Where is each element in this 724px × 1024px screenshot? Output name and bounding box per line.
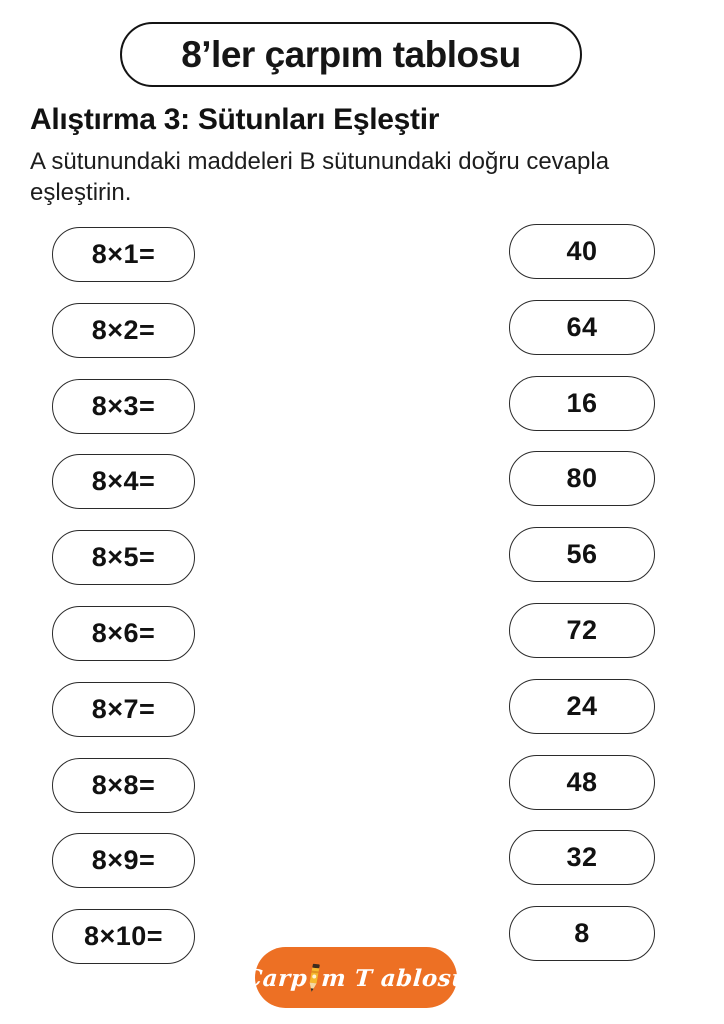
worksheet-title: 8’ler çarpım tablosu: [181, 33, 521, 75]
answer-pill-3[interactable]: 16: [509, 375, 655, 431]
question-pill-6[interactable]: 8×6=: [52, 605, 195, 661]
question-pill-2[interactable]: 8×2=: [52, 302, 195, 358]
question-pill-8[interactable]: 8×8=: [52, 757, 195, 813]
answer-pill-9[interactable]: 32: [509, 830, 655, 886]
answer-pill-10[interactable]: 8: [509, 906, 655, 962]
exercise-instructions: A sütunundaki maddeleri B sütunundaki do…: [30, 148, 610, 206]
brand-logo: Çarp m T ablosu: [243, 947, 469, 1008]
answer-pill-8[interactable]: 48: [509, 754, 655, 810]
question-pill-5[interactable]: 8×5=: [52, 530, 195, 586]
logo-text-suffix: m T ablosu: [320, 964, 470, 992]
logo-text-prefix: Çarp: [242, 964, 309, 992]
answer-pill-1[interactable]: 40: [509, 224, 655, 279]
question-pill-3[interactable]: 8×3=: [52, 378, 195, 434]
answer-pill-5[interactable]: 56: [509, 527, 655, 583]
worksheet-title-pill: 8’ler çarpım tablosu: [120, 22, 582, 87]
exercise-heading: Alıştırma 3: Sütunları Eşleştir: [30, 103, 440, 136]
question-pill-7[interactable]: 8×7=: [52, 681, 195, 737]
question-pill-1[interactable]: 8×1=: [52, 227, 195, 282]
question-pill-9[interactable]: 8×9=: [52, 833, 195, 889]
answer-pill-2[interactable]: 64: [509, 299, 655, 355]
question-pill-4[interactable]: 8×4=: [52, 454, 195, 510]
column-b: 40 64 16 80 56 72 24 48 32 8: [509, 224, 655, 962]
answer-pill-7[interactable]: 24: [509, 678, 655, 734]
question-pill-10[interactable]: 8×10=: [52, 909, 195, 965]
column-a: 8×1= 8×2= 8×3= 8×4= 8×5= 8×6= 8×7= 8×8= …: [52, 227, 195, 965]
answer-pill-4[interactable]: 80: [509, 451, 655, 507]
answer-pill-6[interactable]: 72: [509, 602, 655, 658]
pencil-icon: [309, 963, 320, 992]
